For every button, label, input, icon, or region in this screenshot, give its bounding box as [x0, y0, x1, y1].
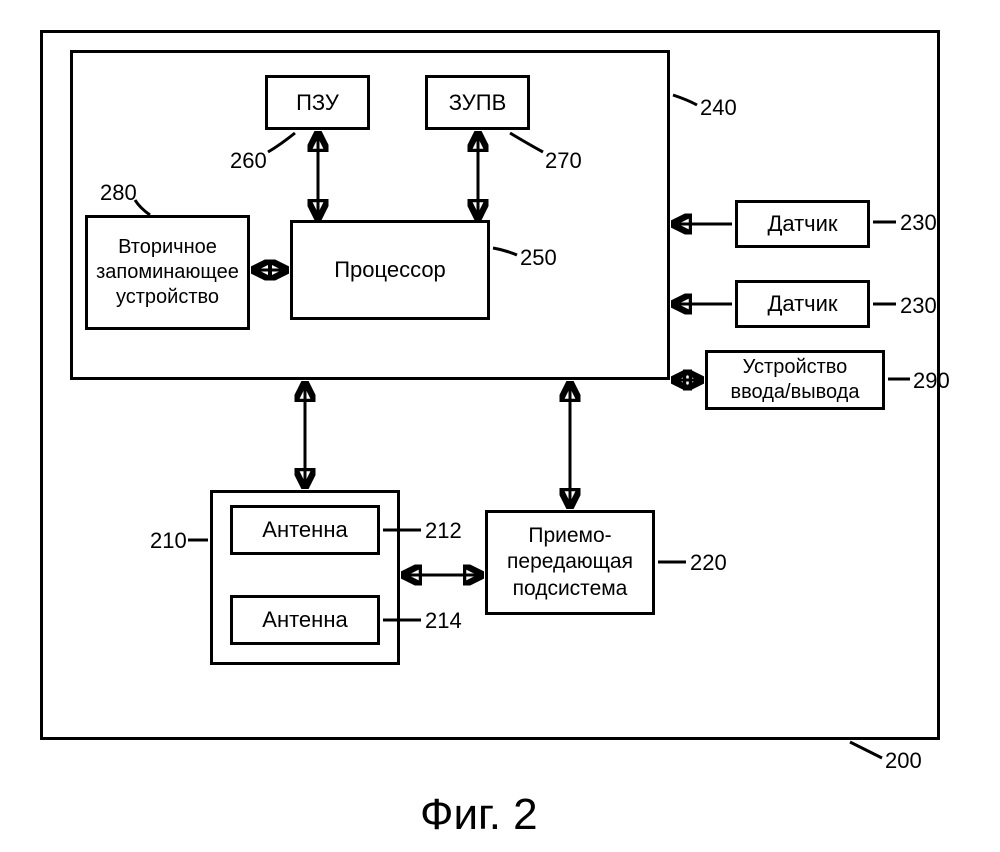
block-antenna-2: Антенна	[230, 595, 380, 645]
block-transceiver: Приемо- передающая подсистема	[485, 510, 655, 615]
diagram-canvas: ПЗУ ЗУПВ Процессор Вторичное запоминающе…	[0, 0, 1000, 852]
ref-214: 214	[425, 608, 462, 634]
text-sensor-a: Датчик	[767, 210, 837, 238]
ref-280: 280	[100, 180, 137, 206]
block-sensor-a: Датчик	[735, 200, 870, 248]
ref-270: 270	[545, 148, 582, 174]
block-antenna-1: Антенна	[230, 505, 380, 555]
block-ram: ЗУПВ	[425, 75, 530, 130]
ref-260: 260	[230, 148, 267, 174]
ref-240: 240	[700, 95, 737, 121]
text-ant2: Антенна	[262, 606, 347, 634]
ref-220: 220	[690, 550, 727, 576]
text-trx: Приемо- передающая подсистема	[507, 523, 633, 602]
ref-250: 250	[520, 245, 557, 271]
block-io: Устройство ввода/вывода	[705, 350, 885, 410]
ref-230b: 230	[900, 293, 937, 319]
figure-caption: Фиг. 2	[420, 790, 538, 840]
text-rom: ПЗУ	[296, 89, 339, 117]
ref-210: 210	[150, 528, 187, 554]
ref-290: 290	[913, 368, 950, 394]
block-sensor-b: Датчик	[735, 280, 870, 328]
text-secondary: Вторичное запоминающее устройство	[96, 235, 239, 310]
ref-200: 200	[885, 748, 922, 774]
text-ant1: Антенна	[262, 516, 347, 544]
text-io: Устройство ввода/вывода	[731, 355, 860, 405]
block-secondary: Вторичное запоминающее устройство	[85, 215, 250, 330]
text-cpu: Процессор	[334, 256, 446, 284]
text-sensor-b: Датчик	[767, 290, 837, 318]
text-ram: ЗУПВ	[449, 89, 507, 117]
block-cpu: Процессор	[290, 220, 490, 320]
ref-212: 212	[425, 518, 462, 544]
ref-230a: 230	[900, 210, 937, 236]
block-rom: ПЗУ	[265, 75, 370, 130]
